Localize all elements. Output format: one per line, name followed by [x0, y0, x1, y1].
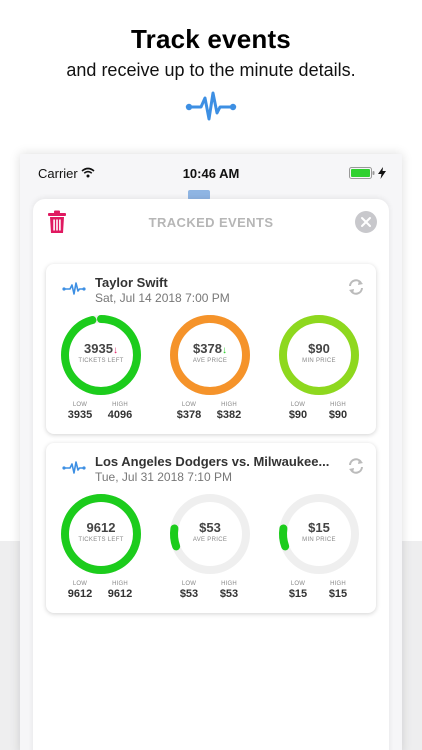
- event-date: Tue, Jul 31 2018 7:10 PM: [95, 470, 232, 484]
- gauge-value: 9612: [86, 520, 116, 535]
- high-value: $15: [328, 588, 348, 600]
- gauge-label: AVE PRICE: [192, 358, 228, 364]
- trend-down-icon: ↓: [221, 345, 227, 356]
- event-name: Taylor Swift: [95, 275, 168, 290]
- gauge-value: 3935↓: [84, 341, 118, 356]
- modal-title: TRACKED EVENTS: [148, 215, 274, 230]
- low-value: $378: [176, 409, 202, 421]
- tickets-left-gauge: 9612 TICKETS LEFT: [59, 492, 143, 576]
- low-label: LOW: [290, 402, 306, 408]
- low-value: $90: [288, 409, 308, 421]
- pulse-icon: [62, 461, 86, 474]
- gauge-value: $378↓: [193, 341, 227, 356]
- trend-down-icon: ↓: [112, 345, 118, 356]
- low-value: $53: [179, 588, 199, 600]
- pulse-icon: [62, 282, 86, 295]
- gauge-value: $53: [199, 520, 221, 535]
- low-label: LOW: [181, 581, 197, 587]
- min-price-gauge: $15 MIN PRICE: [277, 492, 361, 576]
- background-app-glimpse: [188, 190, 210, 200]
- high-value: $90: [328, 409, 348, 421]
- gauge-label: MIN PRICE: [302, 537, 336, 543]
- high-value: 9612: [107, 588, 133, 600]
- high-value: 4096: [107, 409, 133, 421]
- high-label: HIGH: [330, 402, 346, 408]
- charging-icon: [378, 167, 386, 179]
- low-label: LOW: [72, 581, 88, 587]
- battery-icon: [349, 167, 375, 179]
- high-label: HIGH: [330, 581, 346, 587]
- tickets-left-gauge: 3935↓ TICKETS LEFT: [59, 313, 143, 397]
- carrier-label: Carrier: [38, 166, 78, 181]
- pulse-icon: [185, 91, 237, 121]
- close-icon: [361, 217, 371, 227]
- gauge-label: TICKETS LEFT: [78, 537, 124, 543]
- trash-icon[interactable]: [47, 210, 67, 234]
- refresh-icon[interactable]: [347, 278, 365, 296]
- promo-subtitle: and receive up to the minute details.: [66, 60, 356, 80]
- high-label: HIGH: [112, 402, 128, 408]
- low-value: 3935: [67, 409, 93, 421]
- ave-price-gauge: $53 AVE PRICE: [168, 492, 252, 576]
- high-value: $53: [219, 588, 239, 600]
- gauge-label: TICKETS LEFT: [78, 358, 124, 364]
- close-button[interactable]: [355, 211, 377, 233]
- event-name: Los Angeles Dodgers vs. Milwaukee...: [95, 454, 330, 469]
- high-label: HIGH: [221, 581, 237, 587]
- ave-price-gauge: $378↓ AVE PRICE: [168, 313, 252, 397]
- gauge-label: AVE PRICE: [192, 537, 228, 543]
- low-value: $15: [288, 588, 308, 600]
- gauge-value: $90: [308, 341, 330, 356]
- clock: 10:46 AM: [182, 166, 240, 181]
- event-date: Sat, Jul 14 2018 7:00 PM: [95, 291, 230, 305]
- event-card[interactable]: Los Angeles Dodgers vs. Milwaukee... Tue…: [46, 443, 376, 613]
- high-label: HIGH: [112, 581, 128, 587]
- low-label: LOW: [290, 581, 306, 587]
- high-label: HIGH: [221, 402, 237, 408]
- tracked-events-modal: TRACKED EVENTS Taylor Swift Sat, Jul 14 …: [33, 199, 389, 750]
- low-label: LOW: [181, 402, 197, 408]
- low-value: 9612: [67, 588, 93, 600]
- gauge-label: MIN PRICE: [302, 358, 336, 364]
- promo-title: Track events: [131, 24, 291, 54]
- min-price-gauge: $90 MIN PRICE: [277, 313, 361, 397]
- refresh-icon[interactable]: [347, 457, 365, 475]
- low-label: LOW: [72, 402, 88, 408]
- gauge-value: $15: [308, 520, 330, 535]
- wifi-icon: [81, 167, 95, 178]
- event-card[interactable]: Taylor Swift Sat, Jul 14 2018 7:00 PM 39…: [46, 264, 376, 434]
- phone-screen: Carrier 10:46 AM TRACKED EVENTS: [20, 154, 402, 750]
- status-bar: Carrier 10:46 AM: [20, 154, 402, 194]
- high-value: $382: [216, 409, 242, 421]
